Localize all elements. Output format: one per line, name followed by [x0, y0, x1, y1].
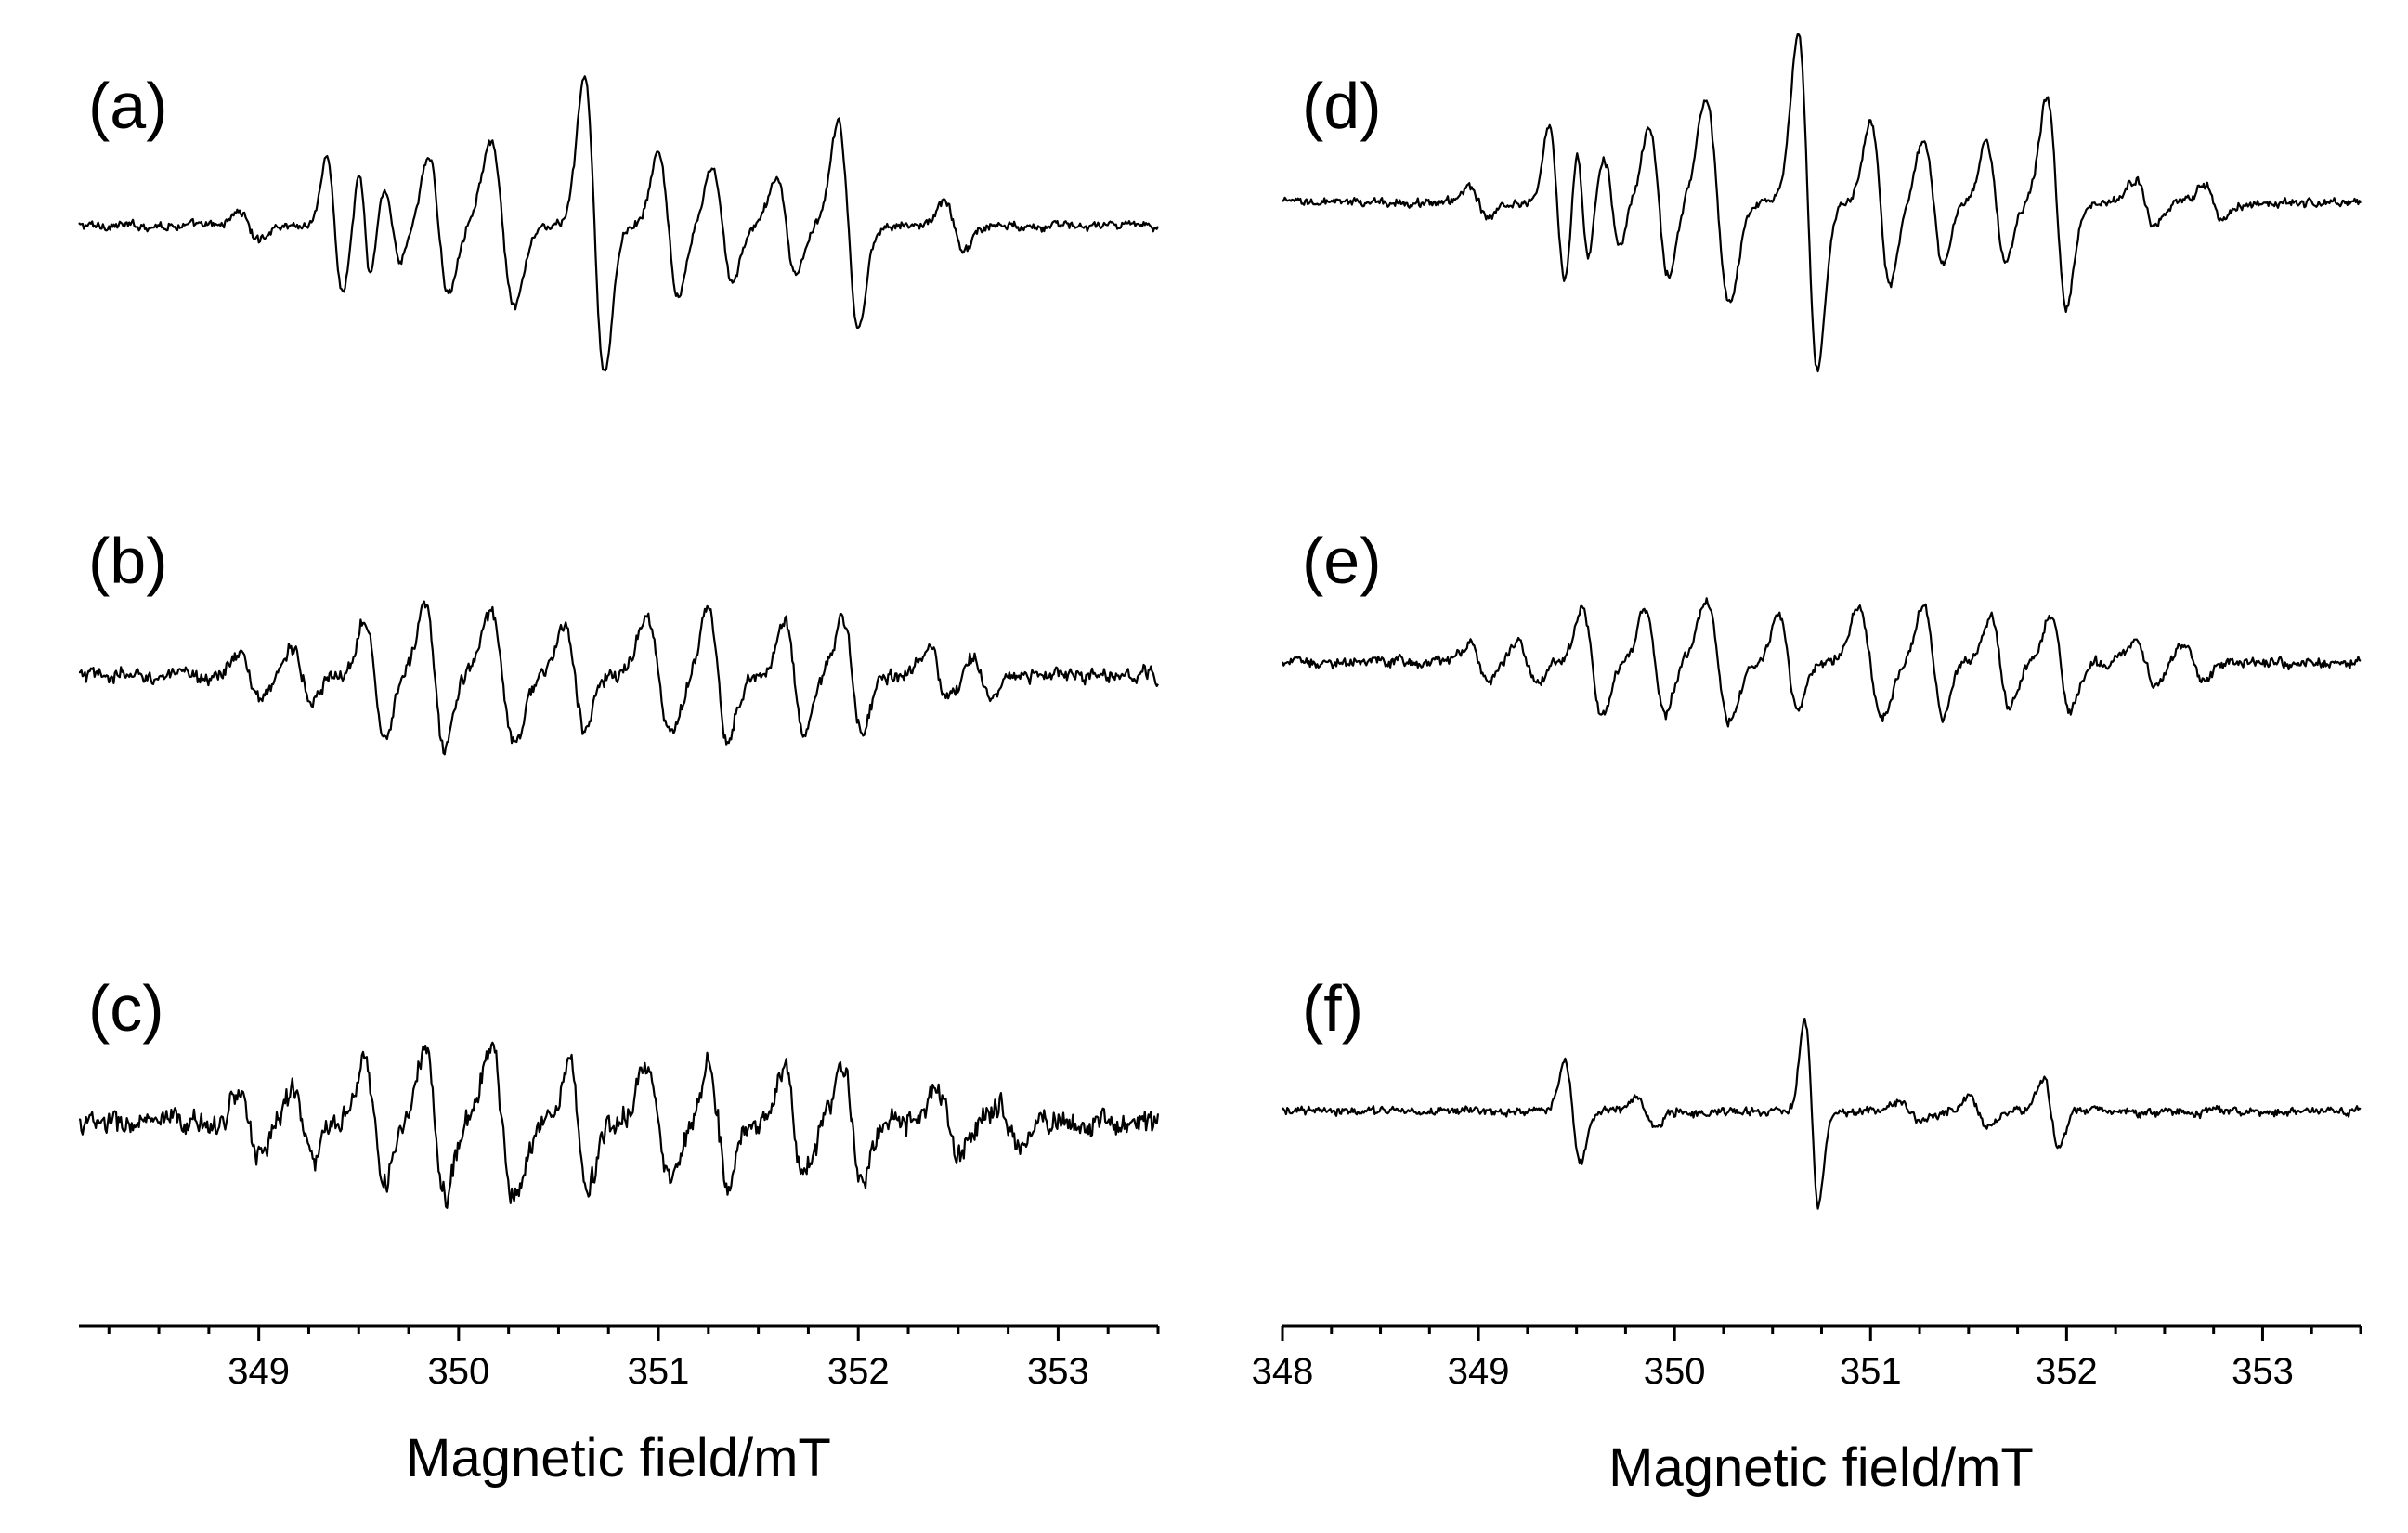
spectrum-trace-a	[78, 75, 1160, 372]
panel-d: (d)	[1282, 33, 2362, 373]
x-tick-label: 353	[2232, 1351, 2294, 1392]
x-tick-label: 349	[228, 1351, 290, 1392]
spectrum-trace-d	[1282, 33, 2362, 373]
panel-b: (b)	[78, 525, 1159, 756]
x-tick-label: 350	[427, 1351, 489, 1392]
right-x-axis-title: Magnetic field/mT	[1608, 1437, 2034, 1498]
x-tick-label: 352	[827, 1351, 890, 1392]
left-x-axis-title: Magnetic field/mT	[406, 1428, 831, 1488]
x-tick-label: 349	[1448, 1351, 1510, 1392]
right-chart: (d) (e) (f) 348 349 350 351 352 353 Magnetic …	[1252, 33, 2362, 1498]
panel-a-label: (a)	[88, 70, 168, 142]
left-x-axis-ticks: 349 350 351 352 353	[107, 1326, 1160, 1392]
left-chart: (a) (b) (c) 349 350 351 352 353 Magnetic fie…	[78, 70, 1160, 1488]
x-tick-label: 352	[2036, 1351, 2098, 1392]
spectrum-trace-b	[78, 600, 1159, 756]
panel-e: (e)	[1281, 525, 2362, 728]
panel-a: (a)	[78, 70, 1160, 372]
panel-c: (c)	[78, 972, 1160, 1209]
left-panels: (a) (b) (c)	[78, 70, 1160, 1209]
spectrum-trace-c	[78, 1041, 1160, 1209]
right-x-axis-ticks: 348 349 350 351 352 353	[1252, 1326, 2362, 1392]
panel-d-label: (d)	[1302, 70, 1382, 142]
x-tick-label: 353	[1027, 1351, 1089, 1392]
x-tick-label: 351	[628, 1351, 690, 1392]
spectrum-trace-f	[1282, 1017, 2362, 1210]
x-tick-label: 348	[1252, 1351, 1314, 1392]
panel-b-label: (b)	[88, 525, 168, 597]
right-panels: (d) (e) (f)	[1281, 33, 2362, 1210]
panel-e-label: (e)	[1302, 525, 1382, 597]
panel-f-label: (f)	[1302, 972, 1363, 1045]
x-tick-label: 351	[1840, 1351, 1902, 1392]
spectrum-trace-e	[1281, 597, 2362, 728]
panel-c-label: (c)	[88, 972, 164, 1045]
panel-f: (f)	[1282, 972, 2362, 1210]
x-tick-label: 350	[1644, 1351, 1706, 1392]
